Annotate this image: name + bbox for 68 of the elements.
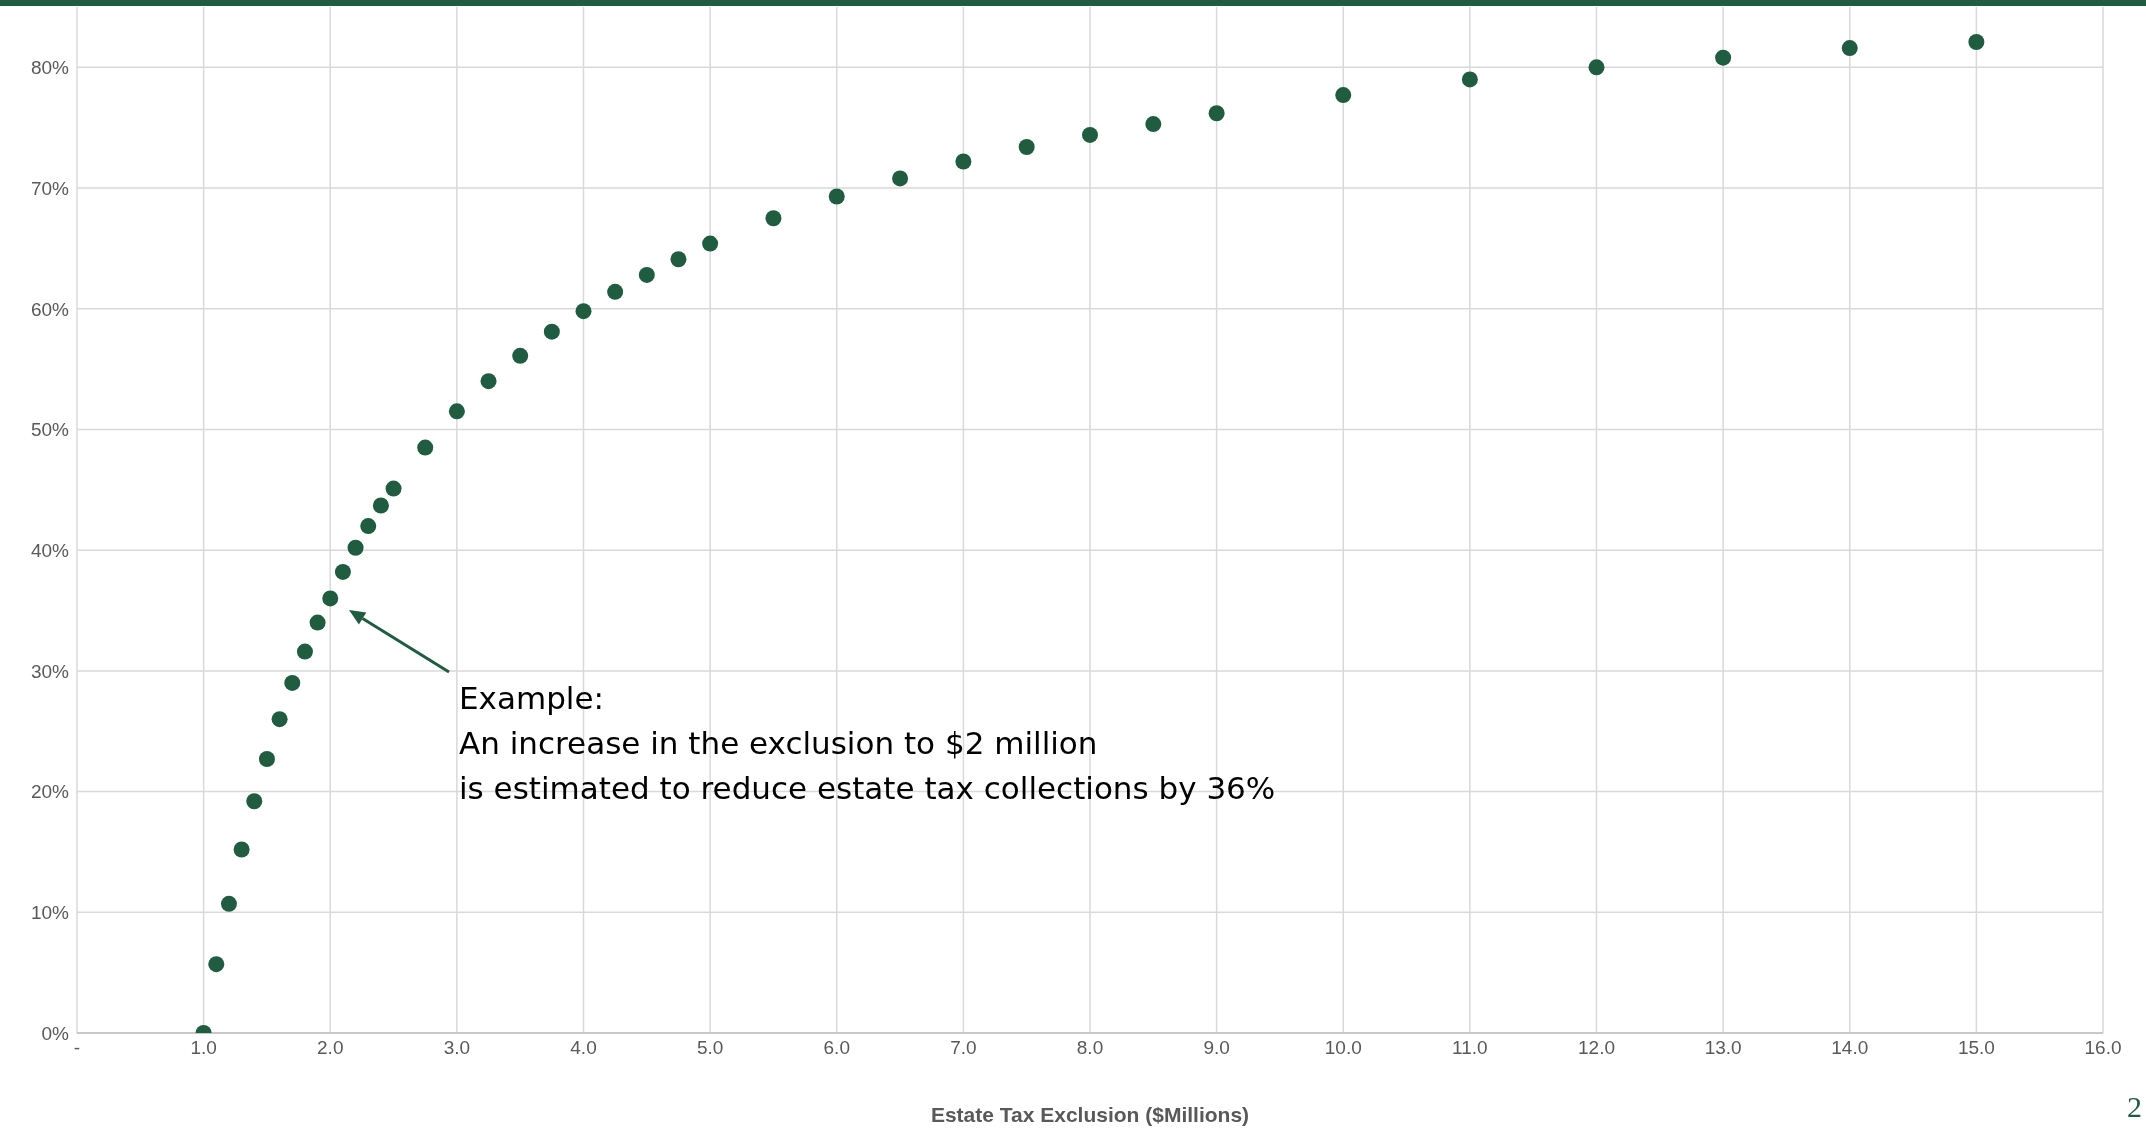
y-tick-label: 0% (41, 1022, 70, 1044)
point (1145, 116, 1162, 133)
y-tick-label: 80% (30, 57, 70, 79)
point (1018, 139, 1035, 156)
y-tick-label: 60% (30, 298, 70, 320)
point (258, 751, 275, 767)
point (1082, 126, 1098, 143)
x-tick-label: 1.0 (190, 1037, 217, 1059)
point (372, 497, 389, 514)
y-tick-label: 50% (30, 419, 70, 441)
x-tick-label: 15.0 (1957, 1037, 1995, 1059)
point (638, 266, 655, 283)
point (233, 841, 250, 858)
point (1335, 87, 1352, 104)
x-tick-label: 2.0 (317, 1037, 344, 1059)
point (1715, 49, 1732, 66)
x-tick-label: 14.0 (1831, 1037, 1869, 1059)
point (322, 590, 339, 607)
point (765, 210, 782, 227)
x-tick-label: 8.0 (1076, 1037, 1104, 1059)
point (296, 643, 313, 660)
y-tick-label: 70% (30, 177, 70, 199)
x-tick-label: 10.0 (1324, 1037, 1362, 1059)
annotation: Example: An increase in the exclusion to $2 million is estimated to reduce estate tax collections by 36% (459, 679, 1276, 808)
point (334, 563, 351, 580)
x-tick-label: 12.0 (1578, 1037, 1615, 1059)
point (480, 373, 497, 390)
point (955, 153, 972, 170)
point (702, 235, 719, 252)
x-tick-label: 13.0 (1704, 1037, 1742, 1059)
point (1841, 40, 1858, 57)
point (208, 956, 225, 973)
point (385, 480, 402, 497)
point (1588, 59, 1605, 76)
x-tick-label: 11.0 (1452, 1037, 1488, 1059)
x-axis-title: Estate Tax Exclusion ($Millions) (930, 1103, 1250, 1126)
y-tick-label: 40% (30, 539, 70, 561)
point (347, 539, 364, 556)
point (271, 711, 288, 728)
point (284, 674, 301, 691)
text: 2 (2127, 1090, 2142, 1124)
x-tick-label: 16.0 (2084, 1037, 2122, 1059)
point (607, 283, 624, 300)
point (670, 251, 687, 268)
point (1968, 34, 1985, 50)
point (309, 614, 326, 631)
x-tick-label: 5.0 (696, 1037, 724, 1059)
point (1208, 105, 1225, 122)
point (512, 347, 529, 364)
x-tick-label: 7.0 (950, 1037, 977, 1059)
point (448, 403, 465, 420)
y-tick-label: 10% (30, 902, 70, 924)
point (220, 895, 237, 912)
x-tick-label: 9.0 (1203, 1037, 1230, 1059)
x-tick-label: 3.0 (443, 1037, 471, 1059)
x-tick-label: - (73, 1037, 81, 1059)
x-tick-label: 4.0 (570, 1037, 597, 1059)
y-tick-label: 20% (30, 781, 70, 803)
point (246, 793, 263, 810)
point (360, 518, 377, 535)
point (543, 323, 560, 340)
x-tick-label: 6.0 (823, 1037, 850, 1059)
point (575, 303, 592, 320)
y-tick-label: 30% (30, 660, 70, 682)
point (417, 439, 434, 456)
point (828, 188, 845, 205)
point (892, 170, 909, 187)
point (1461, 71, 1478, 88)
